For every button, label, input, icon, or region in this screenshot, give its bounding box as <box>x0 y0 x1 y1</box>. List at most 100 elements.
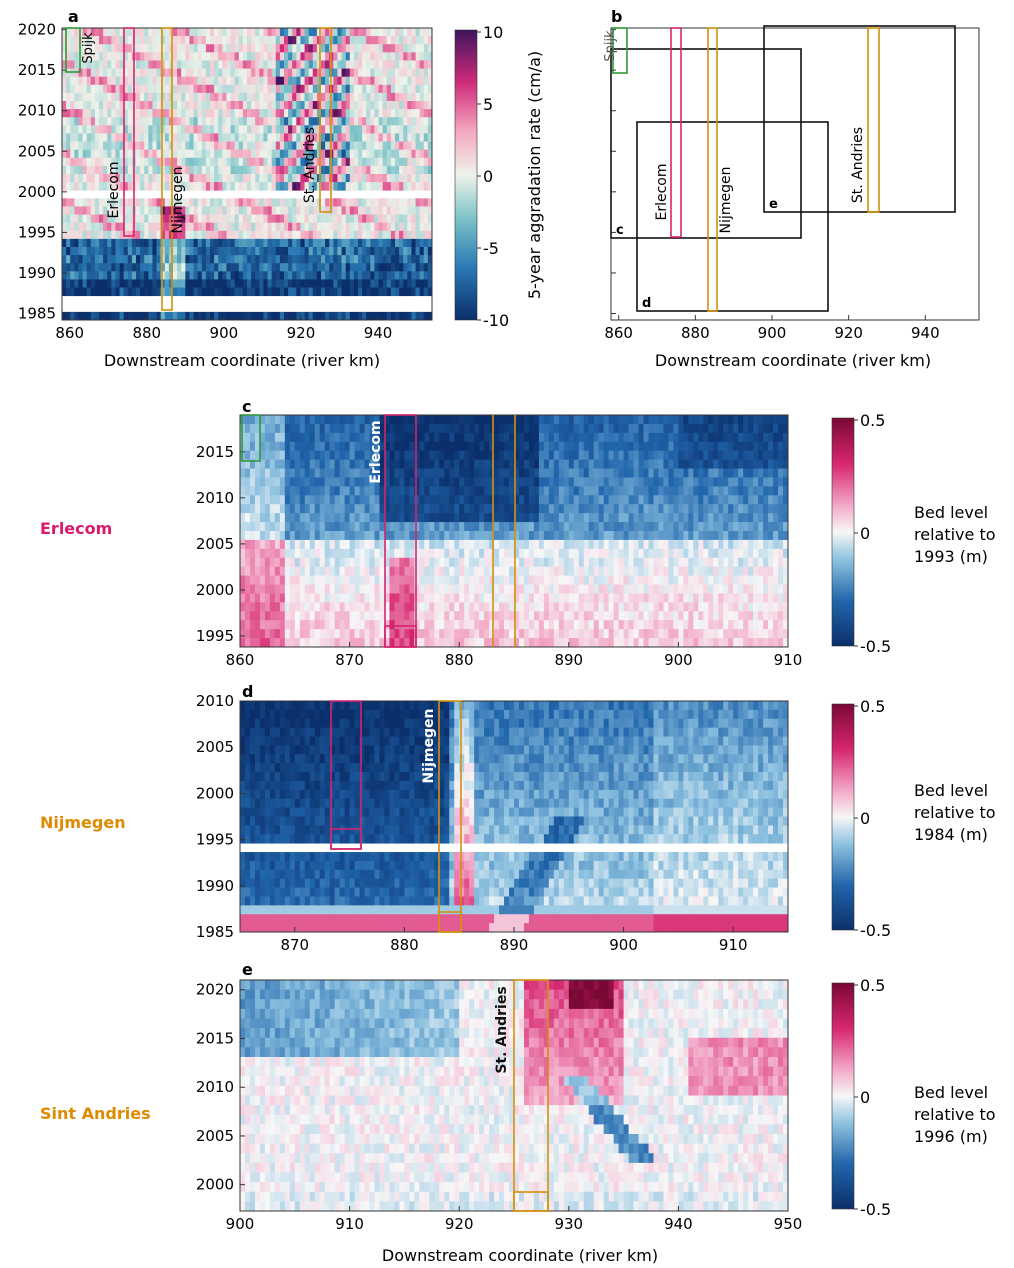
heat-cell <box>434 504 440 514</box>
heat-cell <box>713 557 719 568</box>
heat-cell <box>382 84 388 94</box>
heat-cell <box>181 101 186 110</box>
heat-cell <box>240 522 246 532</box>
heat-cell <box>319 423 326 434</box>
heat-cell <box>494 477 500 487</box>
heat-cell <box>390 214 396 224</box>
heat-cell <box>274 566 281 577</box>
heat-cell <box>271 165 277 175</box>
heat-cell <box>140 311 145 321</box>
heat-cell <box>427 279 433 288</box>
heat-cell <box>369 513 375 523</box>
heat-cell <box>251 44 256 53</box>
heat-cell <box>181 263 186 272</box>
heat-cell <box>251 133 256 142</box>
heat-cell <box>683 531 689 541</box>
heat-cell <box>210 28 215 37</box>
heat-cell <box>364 513 370 523</box>
heat-cell <box>474 495 480 505</box>
heat-cell <box>573 495 580 505</box>
heat-cell <box>407 68 412 78</box>
heat-cell <box>304 486 311 496</box>
heat-cell <box>568 441 575 452</box>
heat-cell <box>234 68 240 78</box>
heat-cell <box>296 222 301 232</box>
heat-cell <box>429 477 435 487</box>
heat-cell <box>533 468 540 478</box>
heat-cell <box>362 230 367 240</box>
heat-cell <box>743 477 749 487</box>
x-tick-label: 920 <box>287 324 316 342</box>
heat-cell <box>210 206 215 215</box>
heat-cell <box>197 255 203 264</box>
heat-cell <box>415 287 421 297</box>
heat-cell <box>251 230 256 240</box>
heat-cell <box>136 174 141 183</box>
heat-cell <box>254 557 261 568</box>
heat-cell <box>289 486 296 496</box>
heat-cell <box>415 36 421 45</box>
heat-cell <box>364 531 370 541</box>
heat-cell <box>242 92 248 102</box>
heat-cell <box>424 548 430 559</box>
heat-cell <box>783 557 789 568</box>
heat-cell <box>362 141 367 151</box>
heat-cell <box>618 522 624 532</box>
heat-cell <box>548 522 555 532</box>
heat-cell <box>588 557 595 568</box>
heat-cell <box>123 141 129 151</box>
heat-cell <box>309 415 316 425</box>
heat-cell <box>543 522 550 532</box>
heat-cell <box>168 133 174 142</box>
heat-cell <box>514 522 520 532</box>
heat-cell <box>288 149 293 159</box>
heat-cell <box>140 271 145 280</box>
heat-cell <box>312 271 318 280</box>
heat-cell <box>78 182 83 191</box>
heat-cell <box>127 141 133 151</box>
heat-cell <box>339 539 346 550</box>
heat-cell <box>394 495 400 505</box>
heat-cell <box>345 255 351 264</box>
heat-cell <box>518 504 525 514</box>
heat-cell <box>341 198 347 207</box>
heat-cell <box>390 60 396 69</box>
heat-cell <box>284 125 289 134</box>
heat-cell <box>638 513 644 523</box>
heat-cell <box>284 141 289 151</box>
heat-cell <box>683 415 689 425</box>
heat-cell <box>484 495 490 505</box>
heat-cell <box>409 423 415 434</box>
heat-cell <box>99 214 104 224</box>
heat-cell <box>247 238 252 248</box>
heat-cell <box>66 125 71 134</box>
heat-cell <box>334 566 341 577</box>
heat-cell <box>214 68 219 78</box>
heat-cell <box>244 531 251 541</box>
heat-cell <box>308 44 314 53</box>
heat-cell <box>181 279 186 288</box>
heat-cell <box>263 206 268 215</box>
heat-cell <box>359 539 365 550</box>
heat-cell <box>353 125 359 134</box>
heat-cell <box>168 44 174 53</box>
heat-cell <box>369 432 375 443</box>
heat-cell <box>362 311 367 321</box>
heat-cell <box>86 247 92 256</box>
heat-cell <box>723 477 729 487</box>
heat-cell <box>271 141 277 151</box>
heat-cell <box>753 531 759 541</box>
heat-cell <box>140 125 145 134</box>
heat-cell <box>156 84 162 94</box>
heat-cell <box>284 44 289 53</box>
heat-cell <box>427 157 433 167</box>
heat-cell <box>753 486 759 496</box>
heat-cell <box>573 477 580 487</box>
heat-cell <box>226 68 231 78</box>
heat-cell <box>234 60 240 69</box>
heat-cell <box>103 101 108 110</box>
heat-cell <box>78 133 83 142</box>
heat-cell <box>321 149 326 159</box>
heat-cell <box>341 165 347 175</box>
heat-cell <box>115 60 120 69</box>
